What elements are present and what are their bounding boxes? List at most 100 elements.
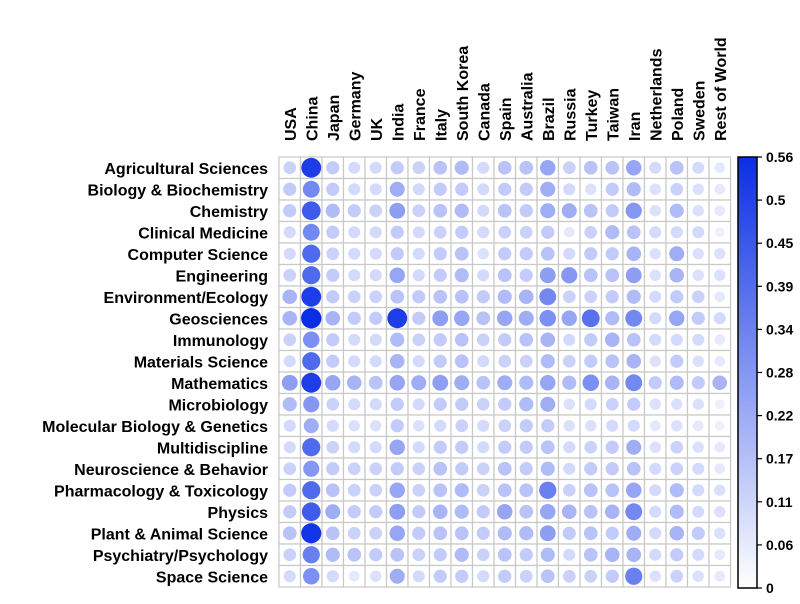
data-point [691,290,705,304]
data-point [692,269,704,281]
data-point [455,182,469,196]
data-point [714,463,726,475]
data-point [412,441,425,454]
data-point [714,399,725,410]
data-point [369,355,382,368]
data-point [283,161,297,175]
data-point [497,310,513,326]
column-label: Germany [347,72,364,141]
data-point [348,398,361,411]
data-point [540,547,555,562]
data-point [348,420,360,432]
data-point [348,247,361,260]
data-point [626,525,642,541]
data-point [626,482,642,498]
data-point [670,440,684,454]
data-point [649,527,662,540]
data-point [670,226,683,239]
data-point [605,225,620,240]
data-point [476,483,490,497]
data-point [390,419,404,433]
data-point [649,484,662,497]
data-point [519,354,533,368]
data-point [648,376,662,390]
data-point [302,266,321,285]
row-label: Multidiscipline [157,440,268,457]
data-point [692,570,704,582]
data-point [540,375,556,391]
data-point [433,354,447,368]
data-point [649,355,661,367]
data-point [498,182,512,196]
data-point [649,570,661,582]
data-point [539,267,556,284]
data-point [303,418,319,434]
data-point [584,225,598,239]
data-point [604,504,620,520]
data-point [454,354,469,369]
data-point [625,374,643,392]
data-point [625,202,642,219]
data-point [519,268,533,282]
data-point [389,503,406,520]
column-label: Brazil [541,97,558,141]
data-point [302,567,320,585]
data-point [626,439,642,455]
data-point [497,268,512,283]
data-point [370,420,382,432]
data-point [498,419,512,433]
data-point [390,247,404,261]
data-point [669,267,685,283]
data-point [476,311,491,326]
data-point [625,267,642,284]
data-point [454,289,469,304]
data-point [540,332,556,348]
data-point [301,523,322,544]
column-label: Poland [670,88,687,141]
data-point [692,161,705,174]
data-point [369,226,382,239]
data-point [561,310,577,326]
data-point [346,375,362,391]
data-point [584,290,598,304]
data-point [519,440,533,454]
data-point [605,311,620,326]
column-label: Taiwan [605,88,622,141]
data-point [539,525,556,542]
data-point [714,355,726,367]
data-point [562,483,576,497]
row-label: Clinical Medicine [138,225,268,242]
data-points [281,157,728,585]
data-point [692,226,705,239]
data-point [605,569,619,583]
data-point [476,290,490,304]
data-point [412,398,425,411]
data-point [519,569,533,583]
data-point [605,462,619,476]
data-point [389,375,405,391]
data-point [369,247,382,260]
data-point [563,441,576,454]
data-point [670,462,684,476]
data-point [347,204,361,218]
data-point [432,310,449,327]
colorbar: 0.56 0.5 0.45 0.39 0.34 0.28 0.22 0.17 0.11 0.06 0 [737,149,793,596]
data-point [497,160,512,175]
data-point [369,161,382,174]
data-point [714,334,726,346]
data-point [584,333,598,347]
data-point [692,248,704,260]
data-point [390,225,404,239]
data-point [282,397,297,412]
column-label: France [412,88,429,141]
data-point [518,310,534,326]
data-point [283,570,296,583]
data-point [282,289,298,305]
data-point [519,160,534,175]
data-point [604,375,620,391]
data-point [519,182,533,196]
data-point [303,396,320,413]
column-label: USA [283,107,300,141]
data-point [412,462,426,476]
data-point [390,161,404,175]
